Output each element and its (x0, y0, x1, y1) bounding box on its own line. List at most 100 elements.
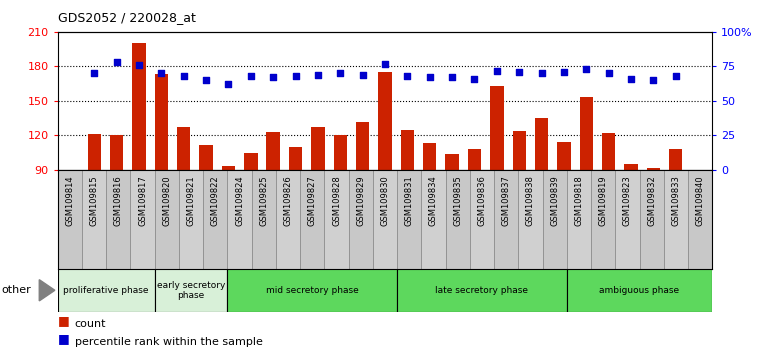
Bar (110, 135, 123, 170)
Point (557, 69, 570, 75)
Point (446, 75, 458, 80)
Bar (333, 135, 347, 170)
Bar (227, 170, 252, 269)
Bar (400, 130, 414, 170)
Point (267, 75, 280, 80)
Text: GSM109840: GSM109840 (695, 175, 705, 225)
Text: mid secretory phase: mid secretory phase (266, 286, 359, 295)
Bar (543, 170, 567, 269)
Point (178, 73, 190, 79)
Bar (470, 170, 494, 269)
Text: GSM109829: GSM109829 (357, 175, 365, 225)
Bar (155, 74, 168, 170)
Bar (311, 127, 325, 170)
Text: GSM109831: GSM109831 (405, 175, 413, 225)
Bar (557, 142, 571, 170)
Point (223, 81, 235, 87)
Bar (58, 269, 155, 312)
Bar (155, 269, 227, 312)
Text: GSM109828: GSM109828 (332, 175, 341, 225)
Point (625, 76, 638, 82)
Bar (467, 149, 481, 170)
Bar (567, 170, 591, 269)
Bar (397, 269, 567, 312)
Bar (177, 127, 190, 170)
Bar (199, 144, 213, 170)
Bar (640, 170, 664, 269)
Text: GSM109816: GSM109816 (114, 175, 123, 225)
Bar (624, 164, 638, 170)
Text: GSM109825: GSM109825 (259, 175, 268, 225)
Bar (244, 153, 257, 170)
Bar (130, 170, 155, 269)
Text: late secretory phase: late secretory phase (436, 286, 528, 295)
Point (156, 70, 168, 76)
Text: GSM109814: GSM109814 (65, 175, 75, 225)
Text: GSM109830: GSM109830 (380, 175, 390, 225)
Bar (615, 170, 640, 269)
Bar (567, 269, 712, 312)
Bar (106, 170, 130, 269)
Bar (300, 170, 324, 269)
Bar (82, 170, 106, 269)
Point (88, 70, 100, 76)
Bar (179, 170, 203, 269)
Point (401, 73, 413, 79)
Bar (535, 118, 548, 170)
Point (110, 59, 122, 65)
Point (290, 73, 302, 79)
Text: GSM109833: GSM109833 (671, 175, 681, 226)
Text: other: other (2, 285, 32, 295)
Bar (591, 170, 615, 269)
Text: GSM109818: GSM109818 (574, 175, 584, 225)
Bar (513, 131, 526, 170)
Point (648, 77, 660, 83)
Text: ■: ■ (58, 314, 73, 327)
Text: GSM109827: GSM109827 (308, 175, 316, 225)
Bar (155, 170, 179, 269)
Bar (378, 72, 392, 170)
Bar (494, 170, 518, 269)
Point (535, 70, 547, 76)
Point (334, 70, 346, 76)
Point (245, 73, 257, 79)
Bar (266, 132, 280, 170)
Text: GSM109819: GSM109819 (598, 175, 608, 225)
Bar (421, 170, 446, 269)
Text: GSM109836: GSM109836 (477, 175, 487, 226)
Point (424, 75, 436, 80)
Text: GSM109824: GSM109824 (235, 175, 244, 225)
Bar (580, 97, 593, 170)
Bar (373, 170, 397, 269)
Text: GSM109821: GSM109821 (186, 175, 196, 225)
Bar (490, 86, 504, 170)
Text: GSM109822: GSM109822 (211, 175, 219, 225)
Text: count: count (75, 319, 106, 329)
Bar (647, 168, 660, 170)
Text: ■: ■ (58, 332, 73, 344)
Bar (203, 170, 227, 269)
Point (379, 61, 391, 67)
Bar (227, 269, 397, 312)
Bar (289, 147, 303, 170)
Text: GSM109837: GSM109837 (502, 175, 511, 226)
Point (312, 72, 324, 78)
Bar (664, 170, 688, 269)
Bar (276, 170, 300, 269)
Text: proliferative phase: proliferative phase (63, 286, 149, 295)
Bar (423, 143, 437, 170)
Bar (252, 170, 276, 269)
Text: GSM109839: GSM109839 (551, 175, 559, 225)
Text: GDS2052 / 220028_at: GDS2052 / 220028_at (58, 11, 196, 24)
Bar (445, 154, 459, 170)
Text: GSM109820: GSM109820 (162, 175, 172, 225)
Bar (349, 170, 373, 269)
Bar (58, 170, 82, 269)
Text: GSM109815: GSM109815 (89, 175, 99, 225)
Bar (669, 149, 682, 170)
Text: GSM109826: GSM109826 (283, 175, 293, 225)
Text: GSM109823: GSM109823 (623, 175, 632, 225)
Polygon shape (39, 280, 55, 301)
Bar (356, 122, 370, 170)
Text: percentile rank within the sample: percentile rank within the sample (75, 337, 263, 347)
